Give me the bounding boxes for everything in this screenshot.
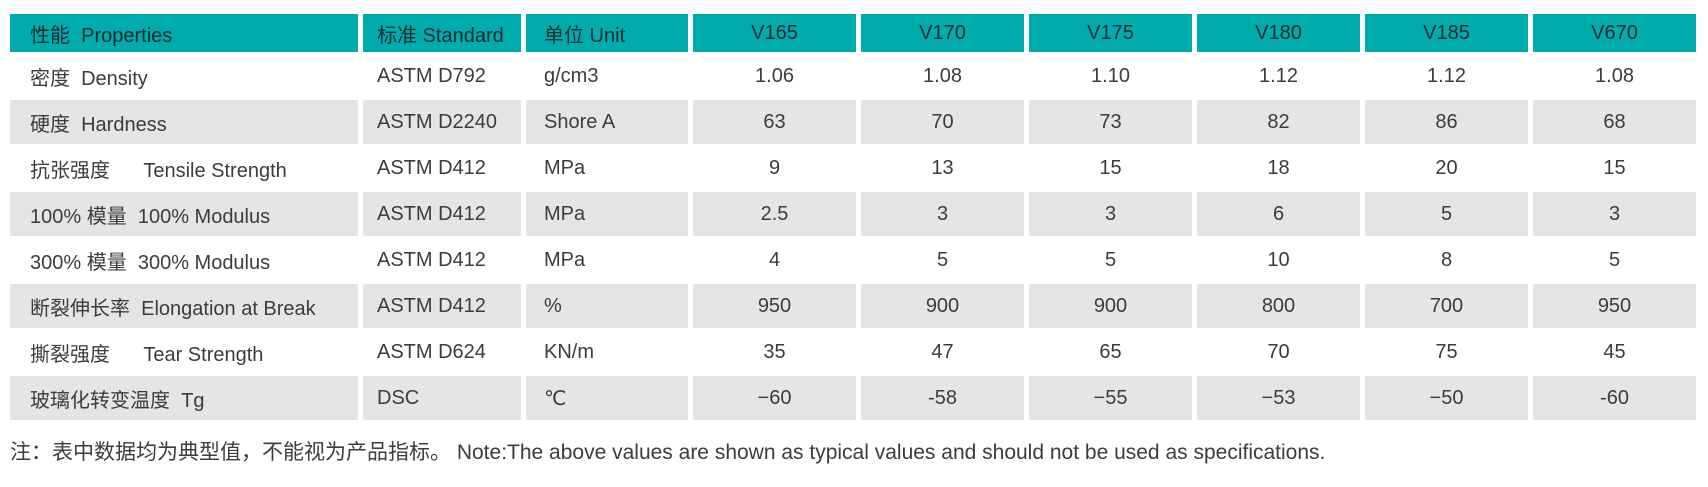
col-header-standard: 标准 Standard: [363, 14, 521, 52]
table-row: 硬度 Hardness ASTM D2240 Shore A 63 70 73 82 86 68: [10, 100, 1696, 144]
value-cell: 75: [1365, 330, 1528, 374]
standard-cell: ASTM D412: [363, 192, 521, 236]
property-cell: 密度 Density: [10, 54, 358, 98]
value-cell: 82: [1197, 100, 1360, 144]
value-cell: 700: [1365, 284, 1528, 328]
value-cell: 68: [1533, 100, 1696, 144]
unit-cell: MPa: [526, 146, 688, 190]
value-cell: 5: [861, 238, 1024, 282]
footnote: 注：表中数据均为典型值，不能视为产品指标。 Note:The above val…: [10, 441, 1326, 464]
property-cell: 300% 模量 300% Modulus: [10, 238, 358, 282]
col-header-properties: 性能 Properties: [10, 14, 358, 52]
table-row: 撕裂强度 Tear Strength ASTM D624 KN/m 35 47 65 70 7…: [10, 330, 1696, 374]
value-cell: 5: [1533, 238, 1696, 282]
value-cell: 63: [693, 100, 856, 144]
value-cell: 86: [1365, 100, 1528, 144]
value-cell: 70: [1197, 330, 1360, 374]
value-cell: 10: [1197, 238, 1360, 282]
unit-cell: g/cm3: [526, 54, 688, 98]
value-cell: 4: [693, 238, 856, 282]
value-cell: 9: [693, 146, 856, 190]
value-cell: −60: [693, 376, 856, 420]
value-cell: 47: [861, 330, 1024, 374]
value-cell: 800: [1197, 284, 1360, 328]
value-cell: 45: [1533, 330, 1696, 374]
col-header-v170: V170: [861, 14, 1024, 52]
col-header-v670: V670: [1533, 14, 1696, 52]
value-cell: 5: [1029, 238, 1192, 282]
value-cell: 950: [1533, 284, 1696, 328]
unit-cell: ℃: [526, 376, 688, 420]
value-cell: 1.12: [1197, 54, 1360, 98]
value-cell: 5: [1365, 192, 1528, 236]
value-cell: 3: [1533, 192, 1696, 236]
col-header-v185: V185: [1365, 14, 1528, 52]
standard-cell: DSC: [363, 376, 521, 420]
property-cell: 硬度 Hardness: [10, 100, 358, 144]
unit-cell: Shore A: [526, 100, 688, 144]
property-cell: 100% 模量 100% Modulus: [10, 192, 358, 236]
table-row: 300% 模量 300% Modulus ASTM D412 MPa 4 5 5 10 8 5: [10, 238, 1696, 282]
value-cell: 950: [693, 284, 856, 328]
value-cell: -60: [1533, 376, 1696, 420]
col-header-v175: V175: [1029, 14, 1192, 52]
value-cell: 35: [693, 330, 856, 374]
table-row: 断裂伸长率 Elongation at Break ASTM D412% 950 90…: [10, 284, 1696, 328]
property-cell: 断裂伸长率 Elongation at Break: [10, 284, 358, 328]
value-cell: 3: [861, 192, 1024, 236]
standard-cell: ASTM D792: [363, 54, 521, 98]
value-cell: 15: [1533, 146, 1696, 190]
col-header-unit: 单位 Unit: [526, 14, 688, 52]
value-cell: 1.12: [1365, 54, 1528, 98]
value-cell: 20: [1365, 146, 1528, 190]
value-cell: 3: [1029, 192, 1192, 236]
col-header-v165: V165: [693, 14, 856, 52]
standard-cell: ASTM D2240: [363, 100, 521, 144]
standard-cell: ASTM D412: [363, 284, 521, 328]
unit-cell: MPa: [526, 238, 688, 282]
unit-cell: %: [526, 284, 688, 328]
standard-cell: ASTM D412: [363, 238, 521, 282]
table-header: 性能 Properties 标准 Standard 单位 Unit V165 V170 V…: [10, 14, 1696, 52]
table-row: 抗张强度 Tensile Strength ASTM D412 MPa 9 13 15 18…: [10, 146, 1696, 190]
table-row: 密度 Density ASTM D792 g/cm3 1.06 1.08 1.10 1.12…: [10, 54, 1696, 98]
standard-cell: ASTM D412: [363, 146, 521, 190]
table-row: 玻璃化转变温度 Tg DSC ℃ −60 -58 −55 −53 −50 -60: [10, 376, 1696, 420]
value-cell: 1.08: [861, 54, 1024, 98]
value-cell: 70: [861, 100, 1024, 144]
property-cell: 抗张强度 Tensile Strength: [10, 146, 358, 190]
property-cell: 玻璃化转变温度 Tg: [10, 376, 358, 420]
value-cell: 1.06: [693, 54, 856, 98]
value-cell: 1.10: [1029, 54, 1192, 98]
value-cell: 13: [861, 146, 1024, 190]
standard-cell: ASTM D624: [363, 330, 521, 374]
value-cell: −50: [1365, 376, 1528, 420]
table-row: 100% 模量 100% Modulus ASTM D412 MPa 2.5 3 3 6 5 3: [10, 192, 1696, 236]
value-cell: 8: [1365, 238, 1528, 282]
table-body: 密度 Density ASTM D792 g/cm3 1.06 1.08 1.10 1.12…: [10, 54, 1696, 420]
unit-cell: MPa: [526, 192, 688, 236]
value-cell: -58: [861, 376, 1024, 420]
value-cell: 18: [1197, 146, 1360, 190]
value-cell: 65: [1029, 330, 1192, 374]
value-cell: 2.5: [693, 192, 856, 236]
value-cell: 900: [1029, 284, 1192, 328]
value-cell: 6: [1197, 192, 1360, 236]
value-cell: 1.08: [1533, 54, 1696, 98]
col-header-v180: V180: [1197, 14, 1360, 52]
property-cell: 撕裂强度 Tear Strength: [10, 330, 358, 374]
value-cell: 900: [861, 284, 1024, 328]
value-cell: 73: [1029, 100, 1192, 144]
value-cell: 15: [1029, 146, 1192, 190]
unit-cell: KN/m: [526, 330, 688, 374]
table-header-row: 性能 Properties 标准 Standard 单位 Unit V165 V170 V…: [10, 14, 1696, 52]
properties-table: 性能 Properties 标准 Standard 单位 Unit V165 V170 V…: [5, 12, 1701, 422]
value-cell: −55: [1029, 376, 1192, 420]
value-cell: −53: [1197, 376, 1360, 420]
